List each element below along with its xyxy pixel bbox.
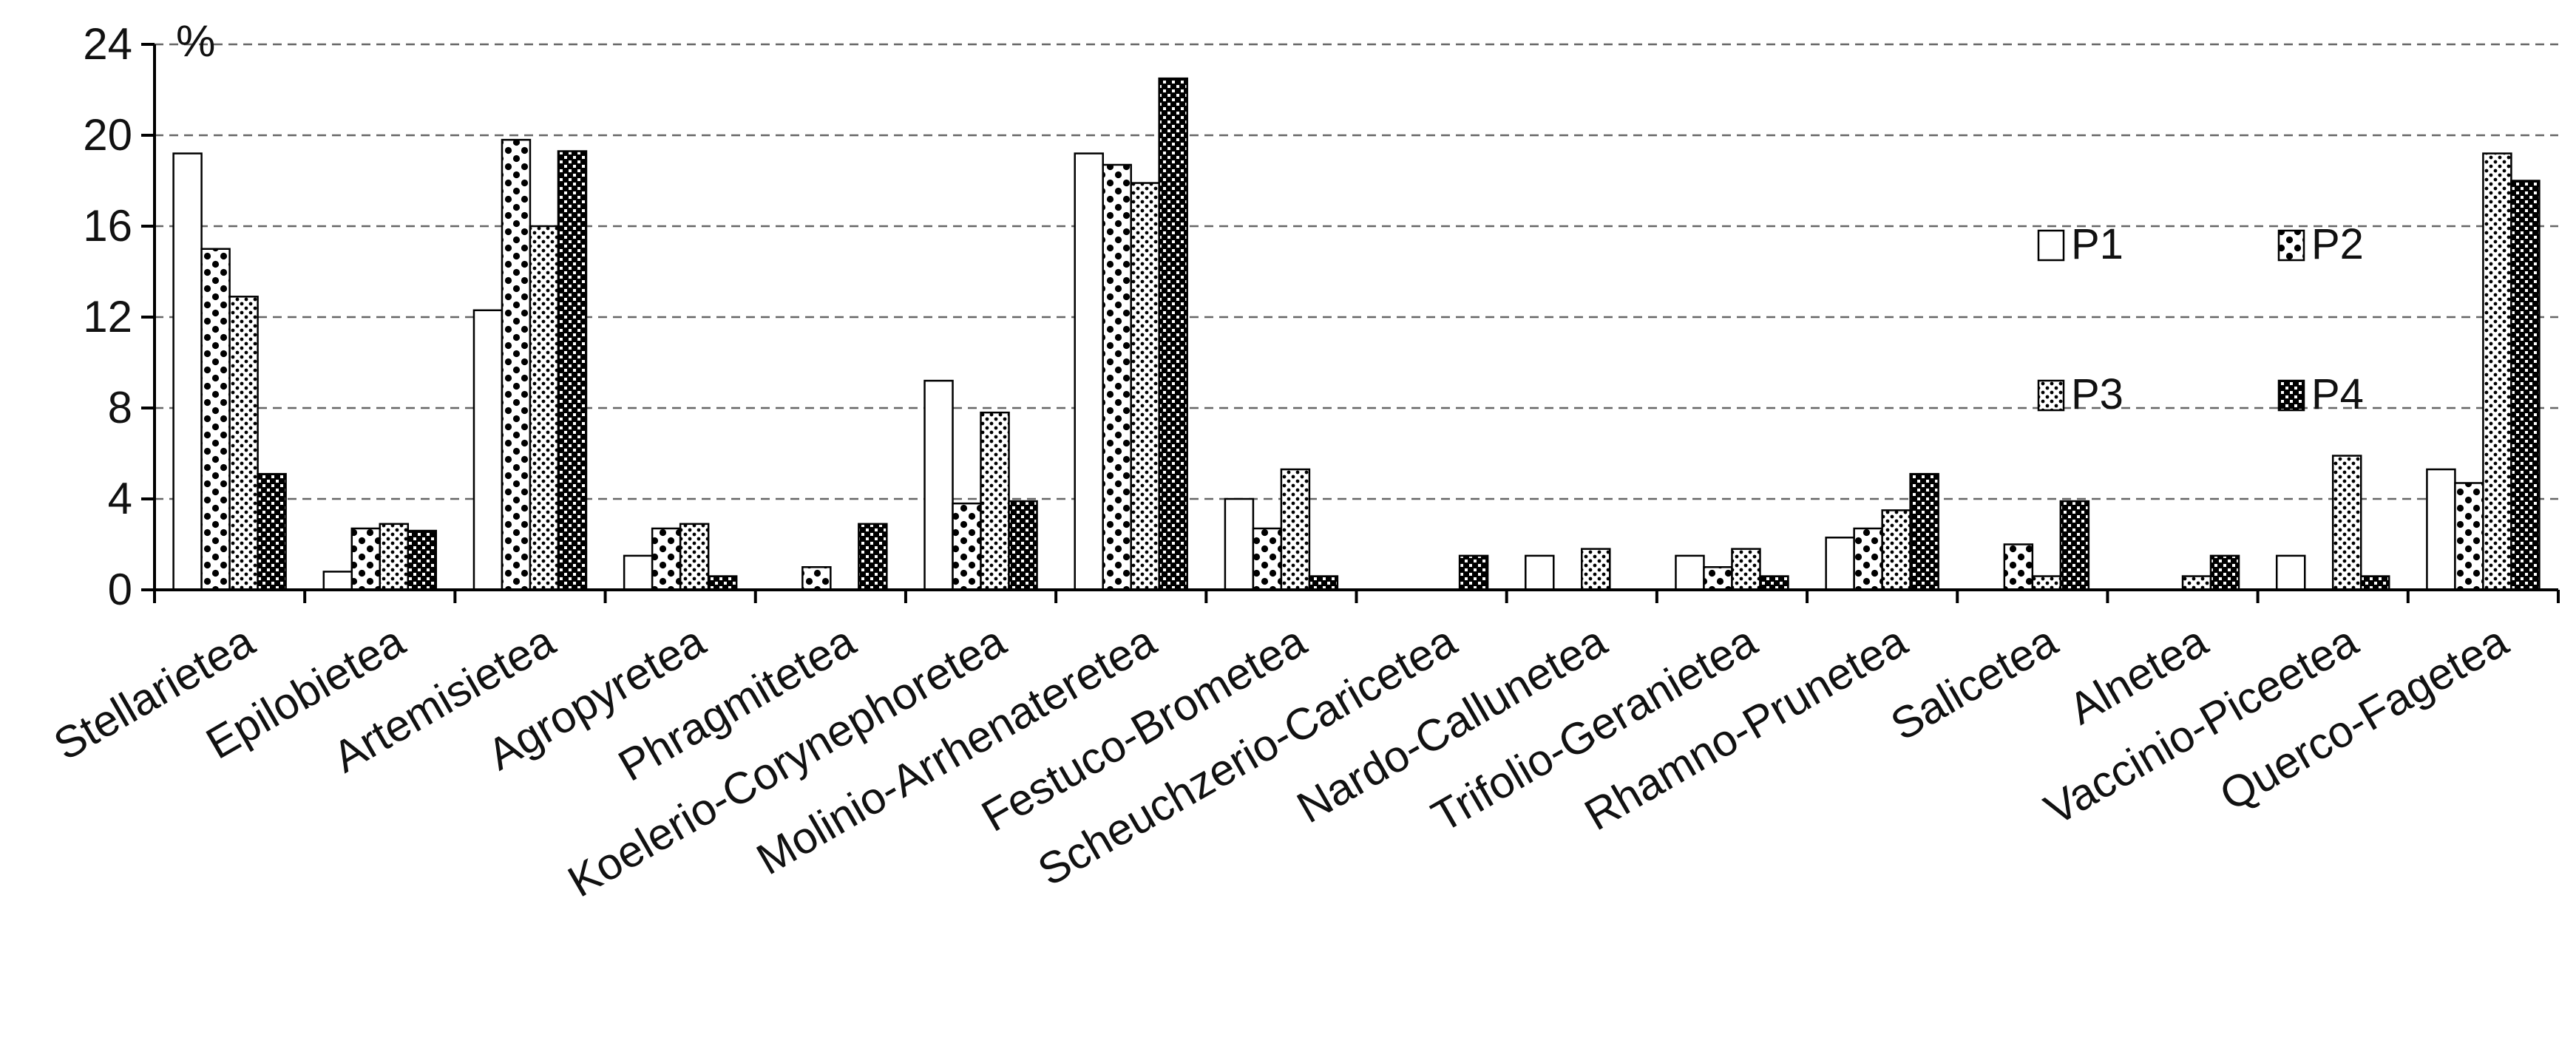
legend-swatch-p1 bbox=[2037, 229, 2065, 262]
bar-p2-phragmitetea bbox=[801, 566, 832, 591]
category-label: Salicetea bbox=[1882, 616, 2066, 750]
bar-p4-artemisietea bbox=[557, 150, 588, 591]
bar-p2-epilobietea bbox=[350, 527, 382, 591]
bar-p2-trifolio-geranietea bbox=[1703, 566, 1733, 591]
bar-p1-epilobietea bbox=[322, 571, 353, 591]
legend-label-p4: P4 bbox=[2311, 370, 2364, 418]
bar-p1-festuco-brometea bbox=[1224, 497, 1255, 591]
bar-p4-festuco-brometea bbox=[1308, 575, 1339, 591]
bar-p1-koelerio-corynephoretea bbox=[923, 379, 954, 591]
bar-p4-vaccinio-piceetea bbox=[2359, 575, 2390, 591]
category-labels: StellarieteaEpilobieteaArtemisieteaAgrop… bbox=[46, 616, 2517, 907]
bar-p2-koelerio-corynephoretea bbox=[952, 502, 982, 591]
bar-p4-trifolio-geranietea bbox=[1759, 575, 1789, 591]
bar-p1-vaccinio-piceetea bbox=[2275, 554, 2306, 591]
legend-label-p1: P1 bbox=[2071, 220, 2123, 268]
y-axis-unit-label: % bbox=[176, 16, 215, 66]
legend-swatch-p2 bbox=[2277, 229, 2305, 262]
y-tick-label: 20 bbox=[83, 110, 132, 160]
bar-p4-epilobietea bbox=[407, 529, 438, 591]
legend-swatch-p4 bbox=[2277, 379, 2305, 412]
bar-p4-phragmitetea bbox=[858, 523, 888, 591]
bar-p1-rhamno-prunetea bbox=[1825, 537, 1855, 591]
bar-p2-molinio-arrhenateretea bbox=[1102, 163, 1132, 591]
y-tick-label: 24 bbox=[83, 19, 132, 69]
bar-p3-vaccinio-piceetea bbox=[2331, 455, 2362, 591]
bar-p3-artemisietea bbox=[529, 225, 560, 591]
bar-p3-koelerio-corynephoretea bbox=[980, 411, 1010, 591]
legend-label-p2: P2 bbox=[2311, 220, 2364, 268]
bar-p3-alnetea bbox=[2181, 575, 2212, 591]
bar-p4-salicetea bbox=[2059, 500, 2090, 591]
bar-p4-scheuchzerio-caricetea bbox=[1458, 554, 1489, 591]
bar-p4-agropyretea bbox=[707, 575, 738, 591]
bar-p1-trifolio-geranietea bbox=[1675, 554, 1705, 591]
y-tick-label: 8 bbox=[108, 383, 132, 432]
bar-p3-stellarietea bbox=[228, 296, 259, 591]
x-ticks bbox=[153, 590, 2560, 603]
bar-p3-epilobietea bbox=[379, 523, 410, 591]
bar-p3-molinio-arrhenateretea bbox=[1130, 182, 1160, 591]
y-tick-label: 12 bbox=[83, 292, 132, 341]
bar-p1-nardo-callunetea bbox=[1525, 554, 1555, 591]
legend-label-p3: P3 bbox=[2071, 370, 2123, 418]
bar-p3-trifolio-geranietea bbox=[1731, 548, 1761, 591]
y-tick-label: 16 bbox=[83, 201, 132, 251]
bar-p4-alnetea bbox=[2209, 554, 2240, 591]
bar-p1-agropyretea bbox=[623, 554, 654, 591]
bar-p2-agropyretea bbox=[651, 527, 682, 591]
bar-p1-molinio-arrhenateretea bbox=[1074, 152, 1104, 591]
bar-p1-querco-fagetea bbox=[2426, 468, 2456, 591]
y-ticks: 0 4 8 12 16 20 24 bbox=[83, 19, 155, 614]
bar-p1-artemisietea bbox=[472, 309, 504, 591]
bar-p3-rhamno-prunetea bbox=[1881, 509, 1911, 591]
bar-p3-salicetea bbox=[2031, 575, 2062, 591]
bar-p4-querco-fagetea bbox=[2510, 180, 2541, 591]
bar-p4-koelerio-corynephoretea bbox=[1008, 500, 1038, 591]
bar-p1-stellarietea bbox=[172, 152, 203, 591]
bar-p4-molinio-arrhenateretea bbox=[1158, 77, 1188, 591]
legend: P1 P2 P3 P4 bbox=[2037, 220, 2364, 418]
bar-p3-agropyretea bbox=[679, 523, 710, 591]
y-tick-label: 4 bbox=[108, 474, 132, 523]
bar-p3-querco-fagetea bbox=[2482, 152, 2512, 591]
bar-p2-artemisietea bbox=[501, 138, 532, 591]
bar-p2-stellarietea bbox=[200, 248, 231, 591]
bar-p2-salicetea bbox=[2003, 543, 2034, 591]
legend-swatch-p3 bbox=[2037, 379, 2065, 412]
bar-p2-rhamno-prunetea bbox=[1853, 527, 1883, 591]
y-tick-label: 0 bbox=[108, 565, 132, 614]
bars bbox=[172, 77, 2541, 591]
bar-p2-festuco-brometea bbox=[1252, 527, 1283, 591]
bar-p4-stellarietea bbox=[257, 472, 287, 591]
bar-p3-festuco-brometea bbox=[1280, 468, 1311, 591]
bar-p3-nardo-callunetea bbox=[1581, 548, 1611, 591]
bar-p4-rhamno-prunetea bbox=[1909, 472, 1939, 591]
bar-p2-querco-fagetea bbox=[2454, 482, 2484, 591]
